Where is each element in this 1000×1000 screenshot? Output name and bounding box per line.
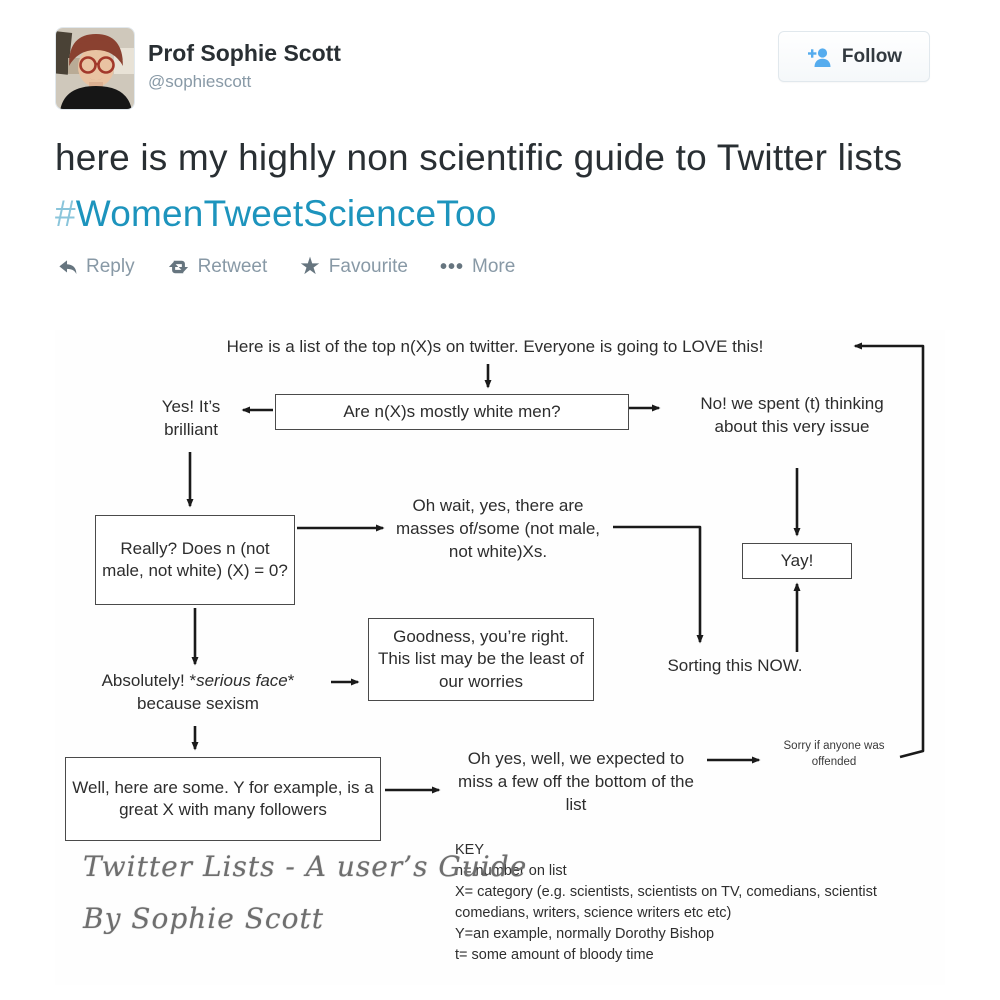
tweet-action-bar: Reply Retweet ★ Favourite ••• More [57,253,515,280]
hashtag-link[interactable]: WomenTweetScienceToo [75,193,497,234]
reply-icon [59,260,77,275]
fc-absolutely-line2: because sexism [137,693,259,713]
fc-ohyes-text: Oh yes, well, we expected to miss a few … [458,749,694,814]
flowchart-arrows [186,342,925,794]
reply-button[interactable]: Reply [57,256,135,278]
retweet-icon [168,260,188,274]
more-label: More [472,256,516,277]
fc-key-line: X= category (e.g. scientists, scientists… [455,884,877,921]
fc-box-well: Well, here are some. Y for example, is a… [65,757,381,841]
fc-signature-line1: Twitter Lists - A user’s Guide [83,850,528,883]
fc-box-yay: Yay! [742,543,852,579]
hashtag-hash-sign[interactable]: # [55,193,76,234]
display-name[interactable]: Prof Sophie Scott [148,40,341,66]
more-button[interactable]: ••• More [440,256,515,278]
fc-box-really: Really? Does n (not male, not white) (X)… [95,515,295,605]
tweet-text-plain: here is my highly non scientific guide t… [55,137,903,178]
follow-person-icon [807,47,831,67]
fc-absolutely-italic: serious face [196,671,288,690]
fc-top-text: Here is a list of the top n(X)s on twitt… [226,337,764,356]
fc-key-line: n= number on list [455,863,567,879]
follow-button[interactable]: Follow [778,31,930,82]
fc-sorting-text: Sorting this NOW. [667,656,803,675]
avatar-illustration [56,28,134,109]
fc-key-block: KEY n= number on list X= category (e.g. … [455,840,923,966]
fc-box-goodness: Goodness, you’re right. This list may be… [368,618,594,701]
more-dots-icon: ••• [440,256,465,278]
fc-key-line: t= some amount of bloody time [455,947,654,963]
fc-absolutely-suffix: * [287,671,295,690]
fc-no-text: No! we spent (t) thinking about this ver… [700,394,884,436]
fc-key-title: KEY [455,842,485,858]
retweet-label: Retweet [197,256,268,277]
fc-sorry-text: Sorry if anyone was offended [783,740,885,769]
fc-absolutely-text: Absolutely! *serious face* because sexism [67,670,329,716]
fc-signature-line2: By Sophie Scott [83,902,324,935]
tweet-media-flowchart[interactable]: Here is a list of the top n(X)s on twitt… [55,330,945,985]
avatar[interactable] [55,27,135,110]
favourite-label: Favourite [328,256,408,277]
fc-yes-text: Yes! It’s brilliant [161,397,221,439]
reply-label: Reply [86,256,135,277]
star-icon: ★ [299,253,321,280]
favourite-button[interactable]: ★ Favourite [299,253,408,280]
tweet-text: here is my highly non scientific guide t… [55,130,905,242]
user-handle[interactable]: @sophiescott [148,72,252,91]
fc-box-question: Are n(X)s mostly white men? [275,394,629,430]
fc-absolutely-prefix: Absolutely! * [101,671,197,690]
fc-key-line: Y=an example, normally Dorothy Bishop [455,926,715,942]
follow-label: Follow [841,45,903,67]
retweet-button[interactable]: Retweet [167,256,268,278]
fc-ohwait-text: Oh wait, yes, there are masses of/some (… [395,496,601,561]
